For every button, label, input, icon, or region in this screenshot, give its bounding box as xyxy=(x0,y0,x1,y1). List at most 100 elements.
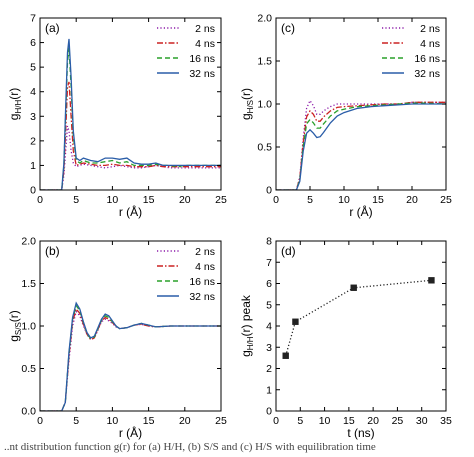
x-tick-label-c-5: 25 xyxy=(440,194,452,206)
panel-label-d: (d) xyxy=(281,244,296,258)
y-tick-label-a-0: 0 xyxy=(30,185,36,197)
y-tick-label-a-2: 2 xyxy=(30,135,36,147)
series-line-d-0 xyxy=(285,279,432,356)
y-tick-label-b-0: 0.0 xyxy=(21,406,36,418)
legend-label-a-1: 4 ns xyxy=(195,38,215,50)
legend-b: 2 ns 4 ns 16 ns 32 ns xyxy=(157,246,215,303)
x-tick-label-d-3: 15 xyxy=(343,415,355,427)
x-tick-label-a-2: 10 xyxy=(107,194,119,206)
y-tick-label-b-3: 1.5 xyxy=(21,278,36,290)
legend-label-a-0: 2 ns xyxy=(195,23,215,35)
y-tick-label-d-3: 3 xyxy=(266,342,272,354)
y-tick-label-c-0: 0 xyxy=(266,185,272,197)
plot-frame-a xyxy=(39,17,222,191)
x-tick-label-c-2: 10 xyxy=(338,194,350,206)
x-tick-label-d-5: 25 xyxy=(392,415,404,427)
x-tick-label-a-5: 25 xyxy=(215,194,227,206)
series-line-b-0 xyxy=(40,310,221,411)
x-axis-label-b: r (Å) xyxy=(119,425,142,440)
y-axis-label-c: gH/S(r) xyxy=(239,88,255,120)
legend-c: 2 ns 4 ns 16 ns 32 ns xyxy=(382,23,440,80)
y-tick-label-c-1: 0.5 xyxy=(257,142,272,154)
x-tick-label-d-6: 30 xyxy=(416,415,428,427)
legend-label-b-3: 32 ns xyxy=(189,291,215,303)
y-tick-label-b-2: 1.0 xyxy=(21,321,36,333)
x-tick-label-b-0: 0 xyxy=(37,415,43,427)
legend-label-c-0: 2 ns xyxy=(420,23,440,35)
legend-label-c-3: 32 ns xyxy=(414,68,440,80)
chart-d: 0 5 10 15 20 25 30 35 0 1 2 3 4 5 6 7 8 t (ns) gH/H(r) pea… xyxy=(239,236,452,441)
x-axis-label-d: t (ns) xyxy=(347,426,374,440)
series-line-c-1 xyxy=(276,101,446,190)
x-tick-label-d-0: 0 xyxy=(273,415,279,427)
y-tick-label-b-4: 2.0 xyxy=(21,236,36,248)
x-tick-label-c-4: 20 xyxy=(406,194,418,206)
legend-label-c-2: 16 ns xyxy=(414,53,440,65)
x-tick-label-c-1: 5 xyxy=(307,194,313,206)
legend-label-c-1: 4 ns xyxy=(420,38,440,50)
y-tick-label-a-3: 3 xyxy=(30,111,36,123)
y-tick-label-c-4: 2.0 xyxy=(257,13,272,25)
panel-label-b: (b) xyxy=(45,244,60,258)
data-point-d-0 xyxy=(282,352,289,359)
y-tick-label-a-4: 4 xyxy=(30,86,36,98)
y-axis-label-d: gH/H(r) peak xyxy=(239,294,255,357)
legend-label-a-3: 32 ns xyxy=(189,68,215,80)
x-axis-label-a: r (Å) xyxy=(119,204,142,219)
y-tick-label-d-6: 6 xyxy=(266,278,272,290)
y-tick-label-a-5: 5 xyxy=(30,62,36,74)
series-line-a-2 xyxy=(40,47,221,190)
x-tick-label-d-1: 5 xyxy=(297,415,303,427)
plot-frame-d xyxy=(275,240,447,412)
y-tick-label-a-1: 1 xyxy=(30,160,36,172)
legend-label-b-0: 2 ns xyxy=(195,246,215,258)
x-tick-label-b-3: 15 xyxy=(143,415,155,427)
legend-label-b-1: 4 ns xyxy=(195,261,215,273)
legend-label-a-2: 16 ns xyxy=(189,53,215,65)
x-tick-label-b-1: 5 xyxy=(73,415,79,427)
x-axis-label-c: r (Å) xyxy=(349,204,372,219)
x-tick-label-a-0: 0 xyxy=(37,194,43,206)
series-line-c-3 xyxy=(276,103,446,190)
data-point-d-1 xyxy=(292,318,299,325)
y-tick-label-d-8: 8 xyxy=(266,236,272,248)
x-tick-label-b-4: 20 xyxy=(179,415,191,427)
y-tick-label-c-3: 1.5 xyxy=(257,56,272,68)
series-line-b-2 xyxy=(40,304,221,411)
x-tick-label-a-1: 5 xyxy=(73,194,79,206)
y-axis-label-b: gS/S(r) xyxy=(7,310,23,342)
x-tick-label-b-2: 10 xyxy=(107,415,119,427)
series-line-b-1 xyxy=(40,307,221,411)
x-tick-label-d-7: 35 xyxy=(440,415,452,427)
y-tick-label-c-2: 1.0 xyxy=(257,99,272,111)
series-line-a-1 xyxy=(40,81,221,190)
y-tick-label-d-2: 2 xyxy=(266,363,272,375)
x-tick-label-d-2: 10 xyxy=(319,415,331,427)
series-line-b-3 xyxy=(40,301,221,411)
series-line-a-3 xyxy=(40,38,221,190)
x-tick-label-d-4: 20 xyxy=(367,415,379,427)
chart-b: 0 5 10 15 20 25 0.0 0.5 1.0 1.5 2.0 r (Å) gS/S(r) (b)… xyxy=(7,236,227,441)
figure-caption: ..nt distribution function g(r) for (a) … xyxy=(4,441,376,453)
y-tick-label-d-5: 5 xyxy=(266,299,272,311)
y-tick-label-d-0: 0 xyxy=(266,406,272,418)
y-tick-label-a-7: 7 xyxy=(30,13,36,25)
y-tick-label-d-4: 4 xyxy=(266,321,272,333)
chart-a: 0 5 10 15 20 25 0 1 2 3 4 5 6 7 r (Å) gH/H(r) (a) 2 ns 4 n… xyxy=(7,13,227,220)
series-line-a-0 xyxy=(40,125,221,190)
panel-label-a: (a) xyxy=(45,21,60,35)
series-line-c-2 xyxy=(276,102,446,190)
x-tick-label-b-5: 25 xyxy=(215,415,227,427)
data-point-d-3 xyxy=(428,277,435,284)
y-tick-label-b-1: 0.5 xyxy=(21,363,36,375)
y-tick-label-d-1: 1 xyxy=(266,384,272,396)
y-tick-label-d-7: 7 xyxy=(266,257,272,269)
legend-label-b-2: 16 ns xyxy=(189,276,215,288)
panel-label-c: (c) xyxy=(281,21,295,35)
x-tick-label-c-0: 0 xyxy=(273,194,279,206)
legend-a: 2 ns 4 ns 16 ns 32 ns xyxy=(157,23,215,80)
x-tick-label-a-4: 20 xyxy=(179,194,191,206)
series-line-c-0 xyxy=(276,99,446,190)
x-tick-label-c-3: 15 xyxy=(372,194,384,206)
